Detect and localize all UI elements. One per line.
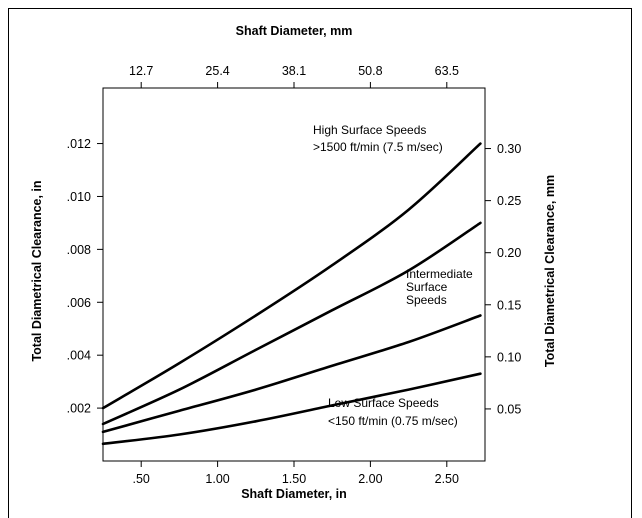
y2-tick-label: 0.10 <box>497 350 521 364</box>
right-axis-title: Total Diametrical Clearance, mm <box>543 175 557 367</box>
y2-tick-label: 0.20 <box>497 246 521 260</box>
x-tick-label: 2.00 <box>358 472 382 486</box>
annotation-high-speed-line1: High Surface Speeds <box>313 123 426 137</box>
series-line-3 <box>101 314 482 434</box>
bottom-axis-title: Shaft Diameter, in <box>241 487 347 501</box>
y2-tick-label: 0.15 <box>497 298 521 312</box>
annotation-intermediate-line1: Intermediate <box>406 267 473 281</box>
series-line-1 <box>101 142 482 410</box>
annotation-high-speed: High Surface Speeds >1500 ft/min (7.5 m/… <box>313 123 443 154</box>
y2-tick-label: 0.05 <box>497 402 521 416</box>
y-tick-label: .008 <box>67 243 91 257</box>
y-tick-label: .010 <box>67 190 91 204</box>
x2-tick-label: 25.4 <box>205 64 229 78</box>
x2-tick-label: 38.1 <box>282 64 306 78</box>
y-tick-label: .012 <box>67 137 91 151</box>
annotation-intermediate-speed: Intermediate Surface Speeds <box>406 267 476 307</box>
x-tick-label: 1.00 <box>205 472 229 486</box>
annotation-low-speed: Low Surface Speeds <150 ft/min (0.75 m/s… <box>328 396 458 428</box>
y2-tick-label: 0.25 <box>497 194 521 208</box>
annotation-high-speed-line2: >1500 ft/min (7.5 m/sec) <box>313 140 443 154</box>
left-axis-title: Total Diametrical Clearance, in <box>30 180 44 361</box>
series-line-4 <box>101 372 482 446</box>
figure-frame <box>8 8 632 518</box>
x-tick-label: 1.50 <box>282 472 306 486</box>
x2-tick-label: 50.8 <box>358 64 382 78</box>
x-tick-label: .50 <box>133 472 150 486</box>
top-axis-title: Shaft Diameter, mm <box>236 24 353 38</box>
x2-tick-label: 12.7 <box>129 64 153 78</box>
y-tick-label: .006 <box>67 296 91 310</box>
y-tick-label: .004 <box>67 349 91 363</box>
annotation-intermediate-line2: Surface <box>406 280 448 294</box>
y2-tick-label: 0.30 <box>497 142 521 156</box>
annotation-low-speed-line1: Low Surface Speeds <box>328 396 439 410</box>
series-line-2 <box>101 221 482 426</box>
annotation-intermediate-line3: Speeds <box>406 293 447 307</box>
annotation-low-speed-line2: <150 ft/min (0.75 m/sec) <box>328 414 458 428</box>
x2-tick-label: 63.5 <box>435 64 459 78</box>
x-tick-label: 2.50 <box>435 472 459 486</box>
y-tick-label: .002 <box>67 402 91 416</box>
